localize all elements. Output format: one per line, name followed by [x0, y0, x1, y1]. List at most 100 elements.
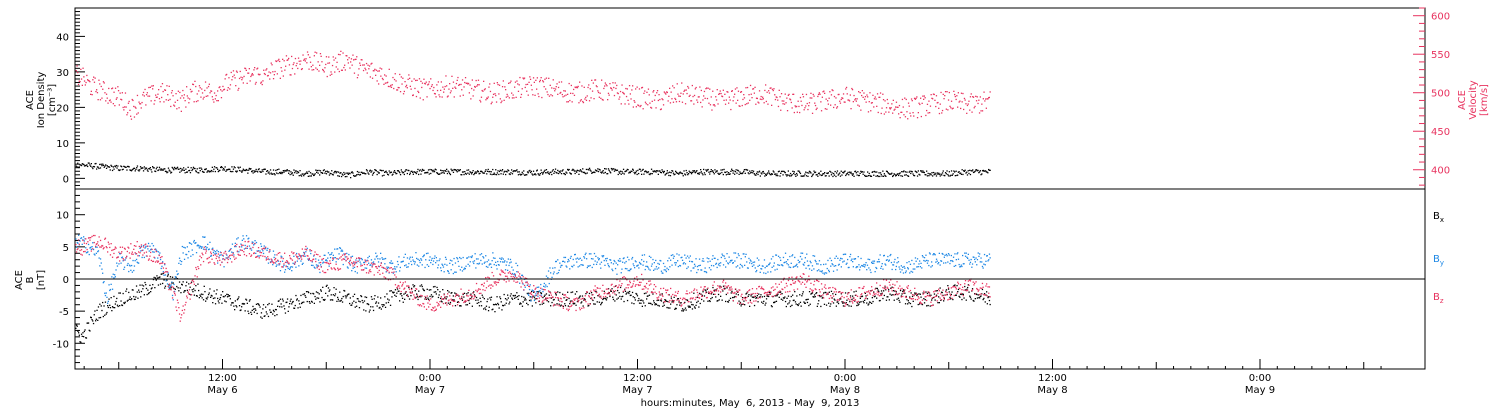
velocity-point: [201, 92, 204, 94]
bx-point: [426, 288, 428, 290]
velocity-point: [890, 107, 892, 109]
density-point: [681, 172, 683, 174]
bx-point: [368, 303, 370, 306]
bx-point: [362, 301, 364, 304]
by-point: [290, 266, 292, 268]
bx-point: [384, 296, 386, 298]
bx-point: [626, 292, 628, 294]
bx-point: [471, 305, 473, 307]
velocity-point: [762, 98, 764, 100]
density-point: [348, 172, 350, 174]
by-point: [318, 262, 320, 264]
density-point: [194, 167, 196, 170]
density-point: [907, 175, 909, 177]
bx-point: [904, 292, 906, 294]
by-point: [199, 245, 201, 247]
velocity-point: [697, 101, 699, 103]
velocity-point: [571, 101, 573, 103]
density-point: [76, 166, 78, 168]
velocity-point: [921, 102, 923, 104]
bx-point: [159, 283, 162, 285]
bx-point: [418, 295, 421, 298]
velocity-point: [279, 77, 281, 79]
density-point: [715, 170, 718, 172]
density-point: [406, 172, 408, 175]
velocity-point: [493, 82, 495, 84]
velocity-point: [241, 79, 243, 81]
velocity-point: [866, 94, 868, 96]
density-point: [654, 170, 656, 172]
velocity-point: [909, 112, 911, 114]
density-point: [328, 174, 331, 176]
density-point: [781, 170, 783, 172]
bx-point: [341, 301, 344, 303]
velocity-point: [235, 85, 237, 87]
by-point: [415, 252, 417, 254]
velocity-point: [161, 83, 164, 85]
velocity-point: [981, 103, 983, 105]
density-point: [874, 171, 876, 173]
bx-point: [556, 303, 558, 305]
by-point: [251, 241, 253, 243]
velocity-point: [261, 83, 263, 86]
by-point: [760, 268, 762, 270]
density-point: [532, 174, 534, 176]
bx-point: [128, 298, 131, 300]
bx-point: [741, 297, 744, 299]
by-point: [728, 256, 730, 258]
velocity-point: [239, 70, 241, 73]
bx-point: [612, 296, 614, 298]
density-point: [101, 165, 103, 167]
density-point: [238, 169, 241, 172]
bx-point: [787, 303, 789, 305]
density-point: [136, 165, 139, 167]
density-point: [562, 169, 564, 171]
bx-point: [173, 287, 175, 290]
density-point: [743, 169, 746, 171]
density-point: [939, 175, 941, 177]
velocity-point: [394, 73, 396, 75]
bx-point: [308, 291, 310, 294]
velocity-point: [343, 66, 345, 69]
bx-point: [947, 285, 949, 287]
velocity-point: [178, 107, 180, 109]
by-point: [282, 266, 284, 268]
velocity-point: [243, 75, 245, 78]
velocity-point: [733, 96, 735, 98]
density-point: [567, 168, 569, 171]
by-point: [557, 272, 560, 274]
bx-point: [945, 289, 948, 291]
bx-point: [637, 300, 639, 302]
density-point: [600, 171, 602, 173]
velocity-point: [739, 105, 741, 107]
velocity-point: [509, 82, 511, 84]
velocity-point: [803, 109, 805, 111]
velocity-point: [838, 93, 840, 96]
by-point: [680, 257, 682, 259]
density-point: [97, 166, 99, 168]
density-point: [656, 170, 659, 172]
density-point: [599, 169, 601, 171]
bx-point: [78, 334, 80, 336]
bx-point: [927, 304, 929, 307]
bx-point: [876, 287, 878, 290]
density-point: [625, 170, 628, 172]
bx-point: [188, 293, 191, 295]
by-point: [235, 245, 237, 248]
velocity-point: [684, 89, 686, 91]
bx-point: [220, 294, 222, 296]
bx-point: [163, 279, 165, 281]
bx-point: [273, 310, 275, 313]
bx-point: [389, 304, 392, 306]
velocity-point: [440, 89, 442, 91]
velocity-point: [586, 95, 588, 97]
density-point: [260, 171, 263, 173]
bx-point: [300, 294, 302, 297]
velocity-point: [960, 92, 963, 94]
density-point: [705, 169, 707, 171]
bx-point: [749, 299, 751, 301]
bx-point: [500, 301, 502, 303]
velocity-point: [368, 68, 370, 70]
by-point: [122, 260, 124, 262]
bx-point: [862, 300, 864, 303]
